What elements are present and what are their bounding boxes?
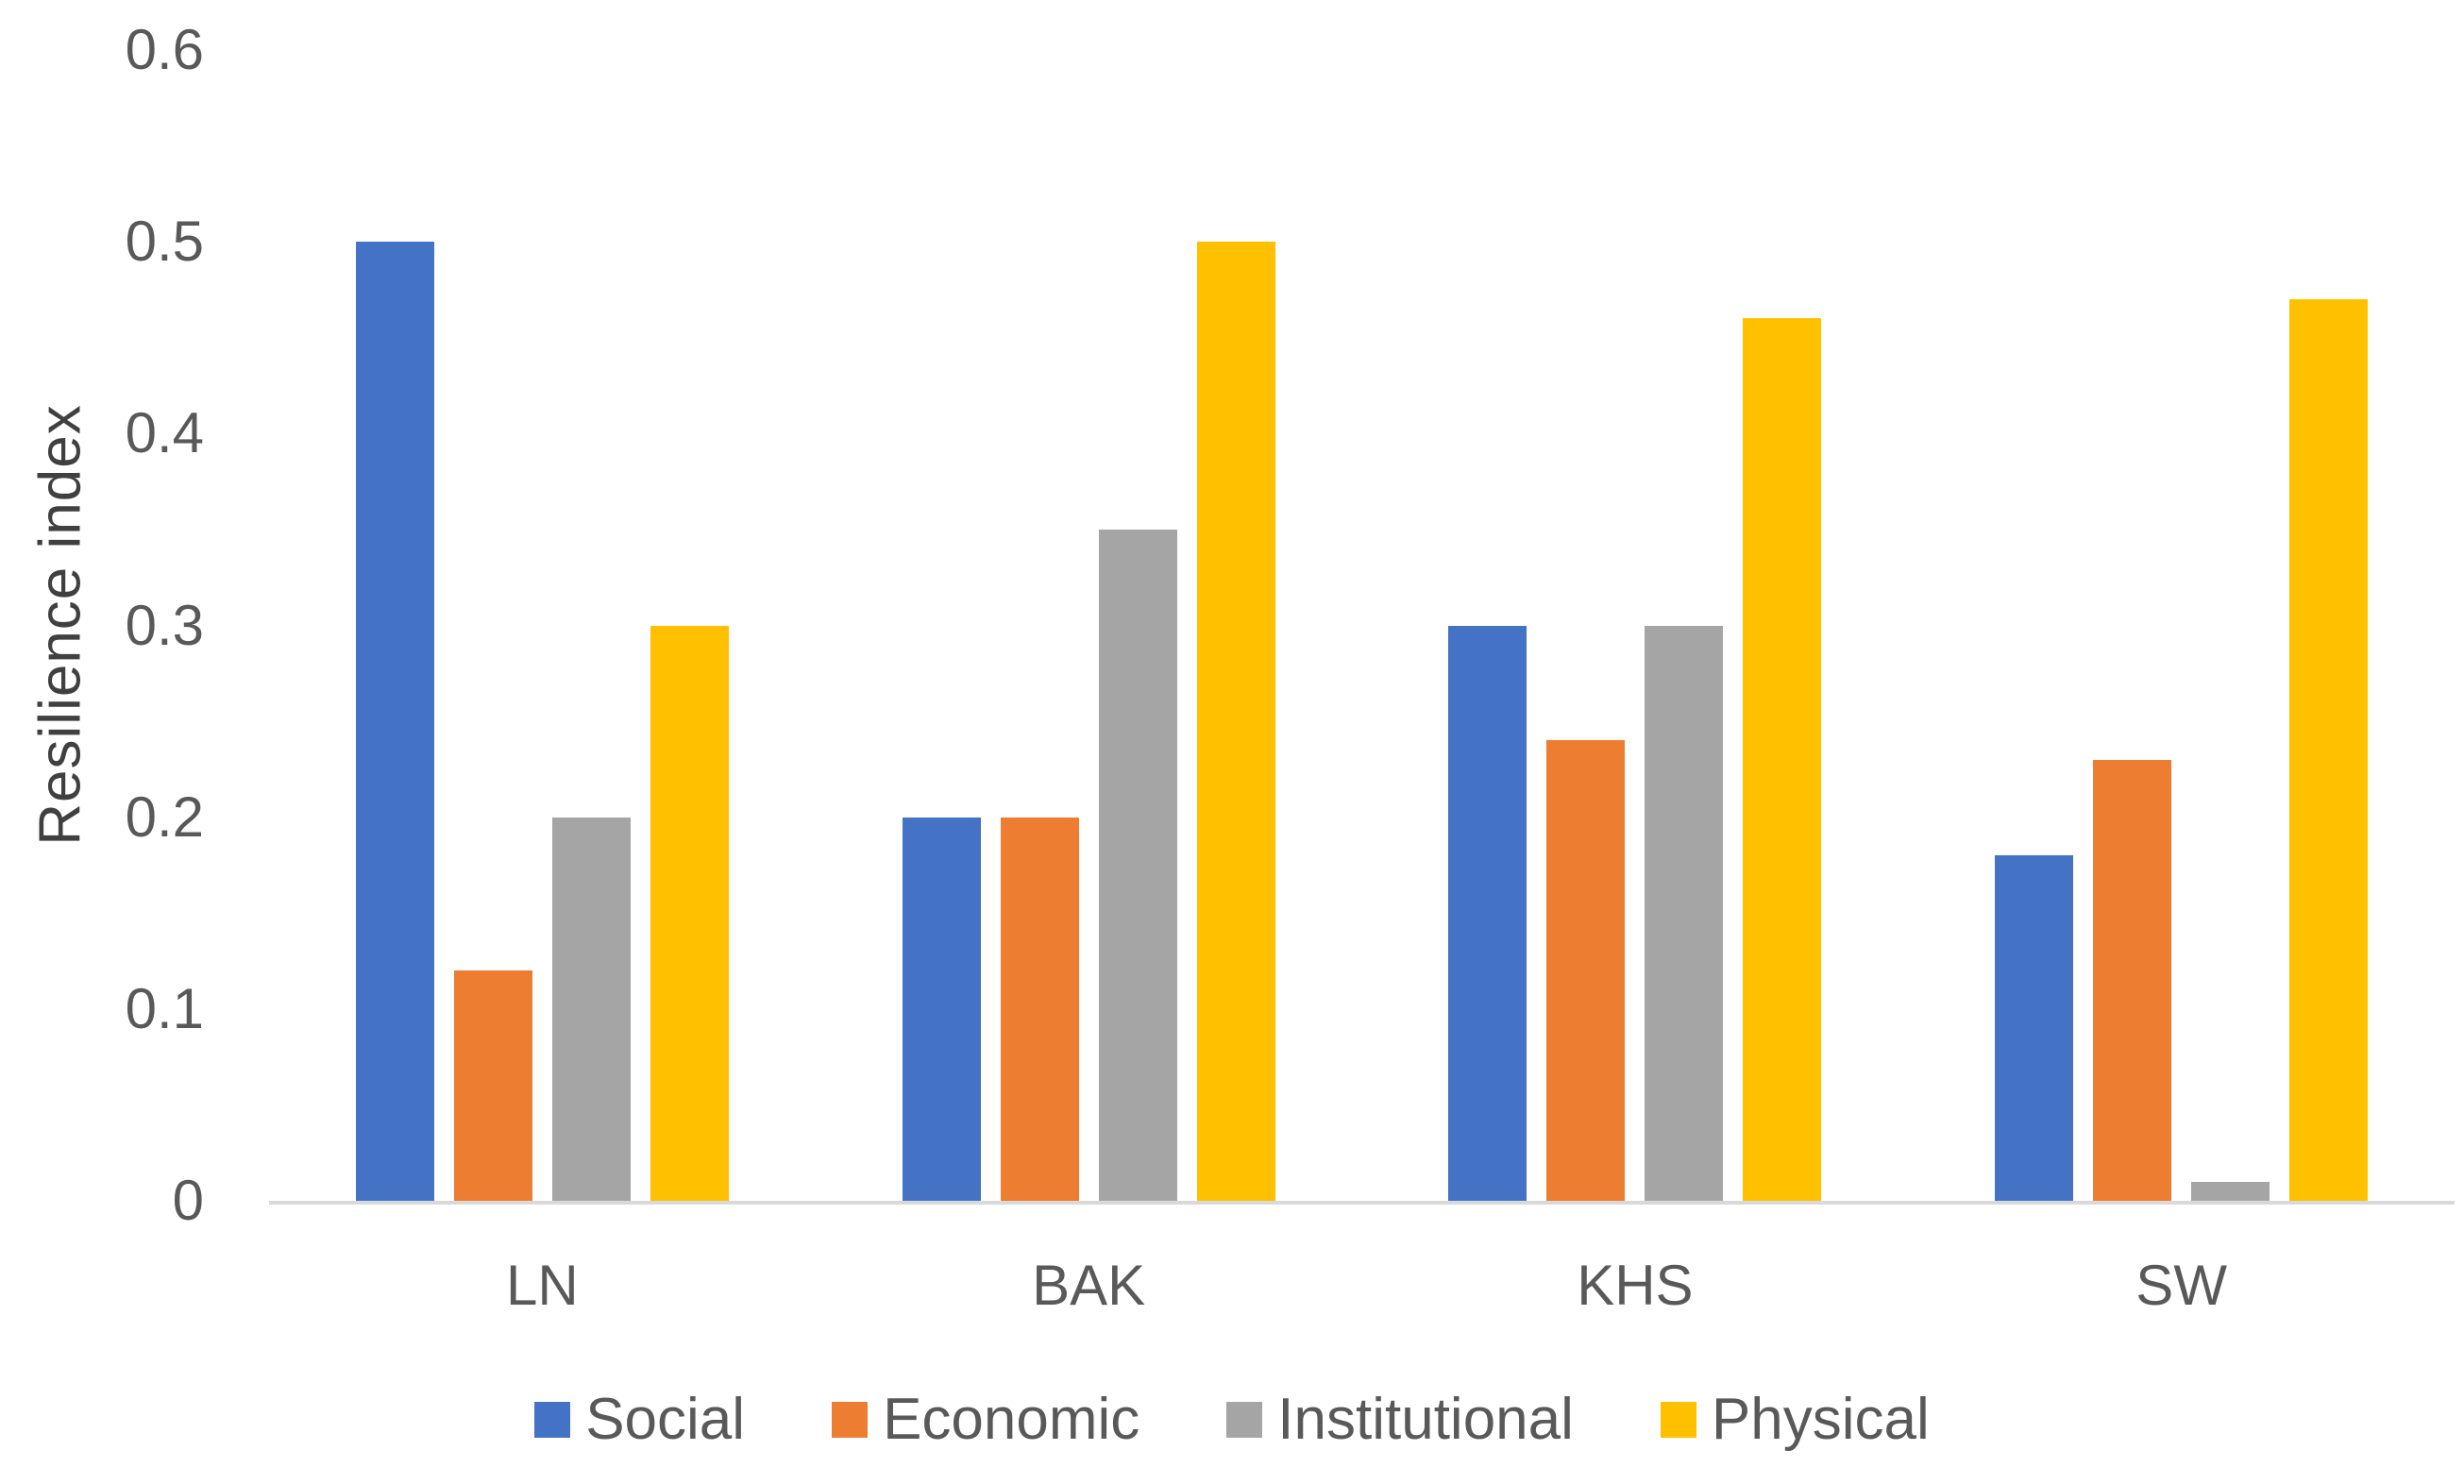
y-tick-label-0-2: 0.2 (125, 784, 204, 849)
bar-economic-sw (2093, 759, 2172, 1201)
bar-social-bak (902, 817, 981, 1201)
y-tick-label-0-3: 0.3 (125, 593, 204, 657)
legend-label-physical: Physical (1711, 1387, 1930, 1452)
legend-item-physical: Physical (1660, 1386, 1930, 1453)
legend-label-institutional: Institutional (1277, 1387, 1574, 1452)
y-tick-label-0-6: 0.6 (125, 18, 204, 81)
y-tick-label-0-5: 0.5 (125, 210, 204, 274)
y-tick-label-0: 0 (172, 1169, 204, 1232)
bar-group-sw (1908, 50, 2455, 1201)
bar-institutional-bak (1098, 529, 1177, 1201)
bar-social-sw (1995, 855, 2074, 1201)
bar-group-khs (1362, 50, 1909, 1201)
legend-swatch-institutional (1226, 1401, 1263, 1438)
bar-economic-khs (1546, 740, 1626, 1201)
bar-social-ln (355, 242, 434, 1201)
category-label-khs: KHS (1577, 1254, 1694, 1317)
y-tick-label-0-4: 0.4 (125, 401, 204, 465)
legend-item-economic: Economic (832, 1386, 1139, 1453)
legend-label-social: Social (585, 1387, 746, 1452)
bar-physical-khs (1743, 318, 1822, 1201)
y-tick-label-0-1: 0.1 (125, 976, 204, 1040)
category-label-bak: BAK (1032, 1254, 1146, 1317)
legend: Social Economic Institutional Physical (0, 1386, 2464, 1453)
legend-swatch-social (534, 1401, 571, 1438)
bar-physical-bak (1196, 242, 1275, 1201)
legend-item-social: Social (534, 1386, 745, 1453)
bar-economic-bak (1000, 817, 1079, 1201)
category-label-sw: SW (2135, 1254, 2227, 1317)
legend-swatch-economic (832, 1401, 869, 1438)
bar-group-bak (816, 50, 1362, 1201)
bar-physical-ln (650, 625, 729, 1201)
bar-economic-ln (453, 970, 532, 1201)
bar-institutional-khs (1645, 625, 1724, 1201)
bar-physical-sw (2289, 299, 2369, 1201)
category-label-ln: LN (506, 1254, 579, 1317)
bar-social-khs (1448, 625, 1527, 1201)
bar-groups (269, 50, 2455, 1201)
bar-institutional-sw (2191, 1181, 2270, 1201)
legend-item-institutional: Institutional (1226, 1386, 1574, 1453)
plot-area (269, 50, 2455, 1205)
legend-swatch-physical (1660, 1401, 1696, 1438)
bar-group-ln (269, 50, 816, 1201)
legend-label-economic: Economic (883, 1387, 1140, 1452)
bar-institutional-ln (551, 817, 631, 1201)
